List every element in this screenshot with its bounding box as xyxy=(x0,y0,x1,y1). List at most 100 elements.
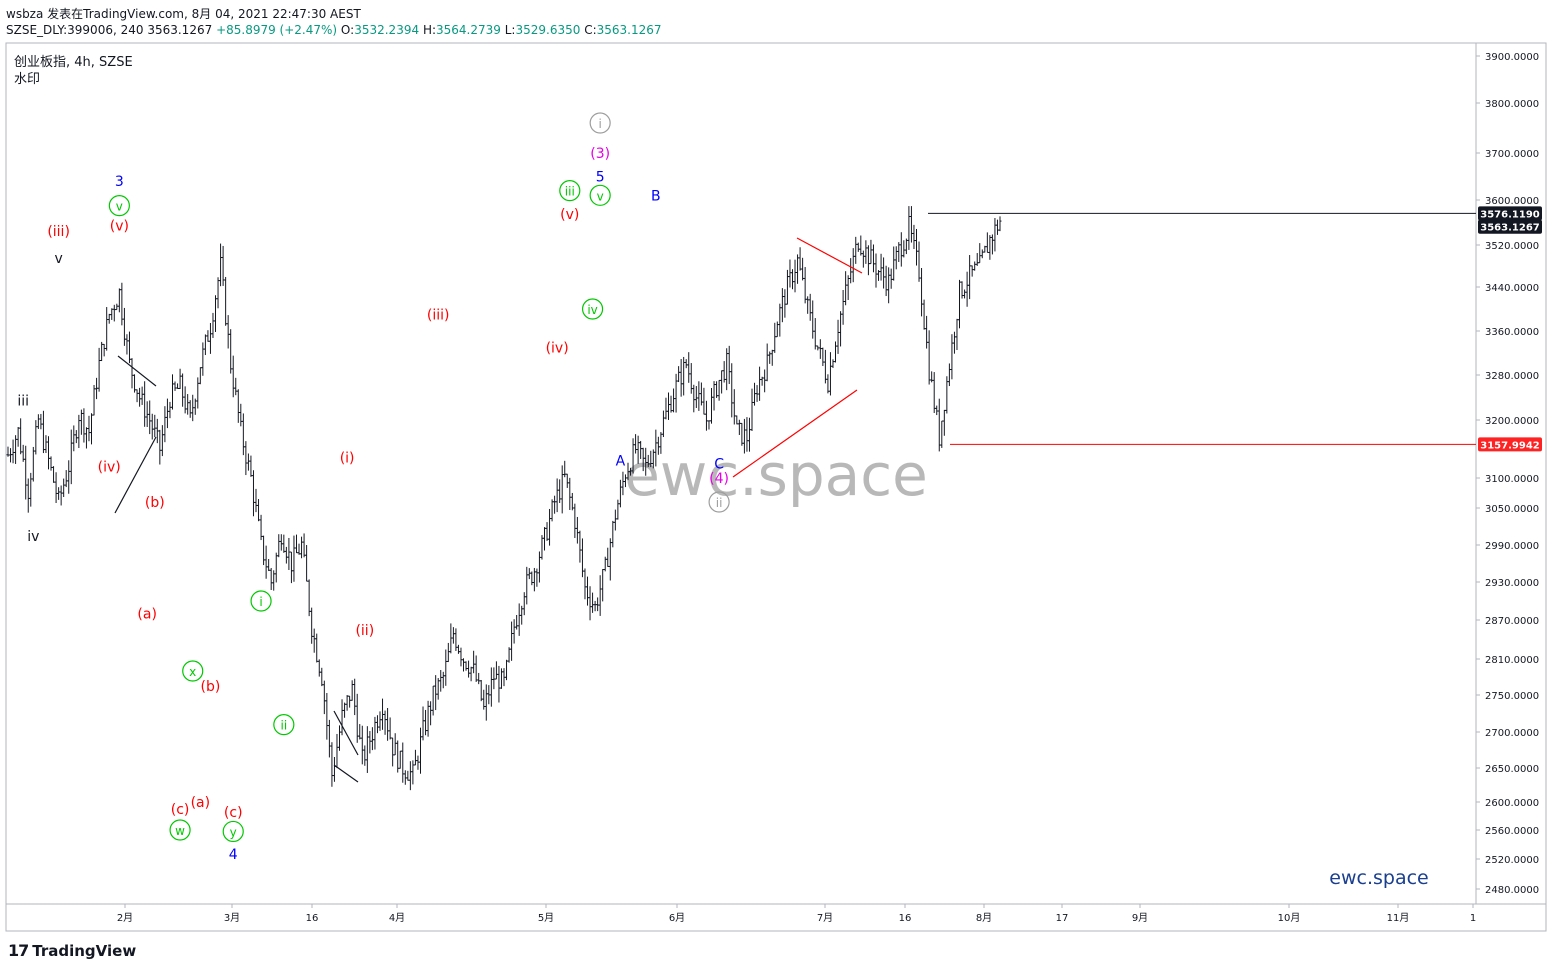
triangle-upper-line[interactable] xyxy=(117,355,157,387)
y-tick-label: 2650.0000 xyxy=(1485,764,1539,775)
wave-label-circle xyxy=(182,660,204,682)
y-tick-label: 2600.0000 xyxy=(1485,798,1539,809)
x-tick-label: 8月 xyxy=(976,912,992,924)
price-change: +85.8979 (+2.47%) xyxy=(216,23,338,37)
wave-label-text: A xyxy=(616,454,626,470)
tradingview-brand: TradingView xyxy=(32,941,137,960)
wave-label-text: (ii) xyxy=(355,623,374,639)
x-tick-label: 16 xyxy=(899,913,912,924)
y-tick-label: 2480.0000 xyxy=(1485,885,1539,896)
wave-label: (c) xyxy=(224,805,243,821)
legend-subtitle: 水印 xyxy=(14,72,40,87)
wave-label: x xyxy=(182,660,204,682)
price-tag xyxy=(1478,437,1542,452)
y-tick-label: 2990.0000 xyxy=(1485,541,1539,552)
wave-label: (v) xyxy=(110,218,129,234)
wave-label-circle xyxy=(273,713,295,736)
brand-text: ewc.space xyxy=(1329,867,1428,889)
wave-label: ii xyxy=(708,491,730,513)
publish-info: wsbza 发表在TradingView.com, 8月 04, 2021 22… xyxy=(6,7,361,21)
wave-label-text: (iii) xyxy=(427,308,450,324)
y-tick-label: 3050.0000 xyxy=(1485,504,1539,515)
wave-label: ii xyxy=(273,713,295,736)
wave-label-circle xyxy=(581,298,604,320)
wedge-lower-line[interactable] xyxy=(333,764,359,783)
wave-label-text: 5 xyxy=(596,170,605,186)
wave-label: A xyxy=(616,454,626,470)
y-tick-label: 3600.0000 xyxy=(1485,196,1539,207)
wave-label: iii xyxy=(559,180,581,202)
tradingview-logo[interactable]: 17 TradingView xyxy=(8,941,136,960)
wave-label-text: (a) xyxy=(191,795,211,811)
y-tick-label: 3440.0000 xyxy=(1485,283,1539,294)
horizontal-levels[interactable]: 3576.1190 3563.1267 3157.9942 xyxy=(928,206,1542,452)
time-axis-ticks: 2月 3月 16 4月 5月 6月 7月 16 8月 17 9月 10月 11月 1 xyxy=(117,904,1476,924)
wave-label-text: 3 xyxy=(115,174,124,190)
wave-label-text: (3) xyxy=(590,146,610,162)
price-tag xyxy=(1478,206,1542,221)
high-label: H: xyxy=(422,23,437,37)
x-tick-label: 7月 xyxy=(817,912,833,924)
wave-label: C xyxy=(714,457,724,473)
wave-label: (4) xyxy=(709,471,729,487)
price-axis-ticks: 3900.0000 3800.0000 3700.0000 3600.0000 3520… xyxy=(1476,52,1539,896)
wave-label-text: v xyxy=(597,189,604,203)
wave-label: (iii) xyxy=(427,308,450,324)
low-label: L: xyxy=(504,23,516,37)
wave-label-text: v xyxy=(116,200,123,214)
wave-label: (ii) xyxy=(355,623,374,639)
y-tick-label: 2870.0000 xyxy=(1485,616,1539,627)
wave-label-text: (b) xyxy=(145,495,165,511)
wave-label: v xyxy=(589,184,611,206)
price-tag-label: 3576.1190 xyxy=(1480,209,1540,220)
y-tick-label: 2700.0000 xyxy=(1485,728,1539,739)
y-tick-label: 3900.0000 xyxy=(1485,52,1539,63)
trend-lines[interactable] xyxy=(114,237,863,783)
triangle-lower-line[interactable] xyxy=(114,436,157,514)
wave-label-circle xyxy=(108,195,130,217)
wave-label-text: (a) xyxy=(137,607,157,623)
wave-label: (iv) xyxy=(546,341,569,357)
wave-label: iv xyxy=(581,298,604,320)
y-tick-label: 2560.0000 xyxy=(1485,826,1539,837)
wave-label-text: (v) xyxy=(560,207,579,223)
wave-label: (iii) xyxy=(47,224,70,240)
wave-label-text: v xyxy=(54,251,62,267)
wave-label: (c) xyxy=(171,802,190,818)
low-value: 3529.6350 xyxy=(515,23,581,37)
x-tick-label: 1 xyxy=(1470,913,1476,924)
x-tick-label: 2月 xyxy=(117,912,133,924)
wave-label-circle xyxy=(589,112,611,134)
wave-label-text: ii xyxy=(716,496,723,510)
y-tick-label: 3700.0000 xyxy=(1485,149,1539,160)
wedge-upper-line[interactable] xyxy=(333,710,359,756)
high-value: 3564.2739 xyxy=(436,23,501,37)
x-tick-label: 10月 xyxy=(1278,912,1301,924)
y-tick-label: 2750.0000 xyxy=(1485,691,1539,702)
wave-label: iii xyxy=(17,393,29,409)
wave-label: B xyxy=(651,188,661,204)
price-tag-label: 3563.1267 xyxy=(1480,223,1540,234)
wave-label-text: (v) xyxy=(110,218,129,234)
wave-label: (a) xyxy=(191,795,211,811)
wave-label-text: i xyxy=(259,595,262,609)
watermark-text: ewc.space xyxy=(624,441,928,509)
wave-labels: iiiv(iii)iv(iv)3v(v)(b)(a)x(b)(c)w(a)(c)… xyxy=(17,112,730,863)
y-tick-label: 2810.0000 xyxy=(1485,655,1539,666)
y-tick-label: 3200.0000 xyxy=(1485,416,1539,427)
diagonal-lower-line[interactable] xyxy=(732,389,858,478)
wave-label-text: B xyxy=(651,188,661,204)
wave-label-circle xyxy=(250,590,272,612)
wave-label-text: iv xyxy=(27,529,39,545)
diagonal-upper-line[interactable] xyxy=(796,237,863,274)
close-label: C: xyxy=(584,23,597,37)
wave-label-circle xyxy=(222,820,244,843)
time-axis[interactable] xyxy=(5,903,1547,932)
wave-label: i xyxy=(589,112,611,134)
wave-label: (a) xyxy=(137,607,157,623)
y-tick-label: 3100.0000 xyxy=(1485,474,1539,485)
wave-label: (v) xyxy=(560,207,579,223)
wave-label: (i) xyxy=(340,451,355,467)
x-tick-label: 17 xyxy=(1056,913,1069,924)
